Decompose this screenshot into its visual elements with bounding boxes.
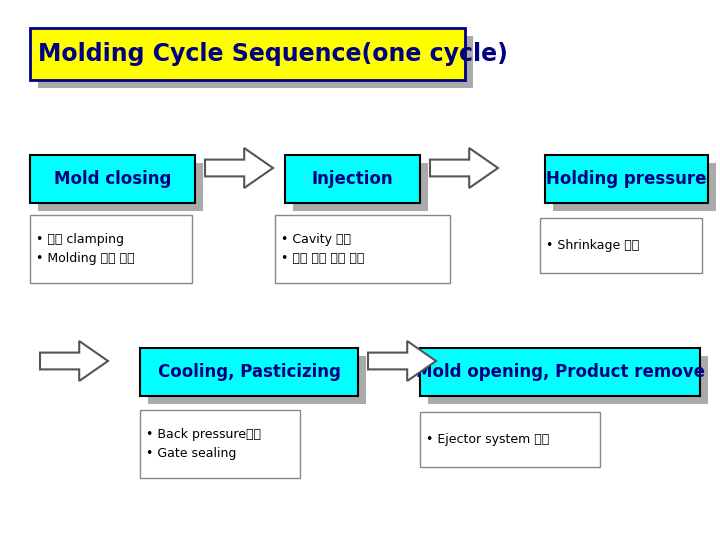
Text: • Cavity 충진
• 보압 전환 위치 설정: • Cavity 충진 • 보압 전환 위치 설정 <box>281 233 364 265</box>
Text: Holding pressure: Holding pressure <box>546 170 707 188</box>
FancyBboxPatch shape <box>428 356 708 404</box>
Text: • Ejector system 작동: • Ejector system 작동 <box>426 433 549 446</box>
FancyBboxPatch shape <box>38 36 473 88</box>
FancyBboxPatch shape <box>30 215 192 283</box>
Text: Molding Cycle Sequence(one cycle): Molding Cycle Sequence(one cycle) <box>38 42 508 66</box>
FancyBboxPatch shape <box>38 163 203 211</box>
FancyBboxPatch shape <box>148 356 366 404</box>
FancyBboxPatch shape <box>140 410 300 478</box>
Text: • 금형 clamping
• Molding 조건 확립: • 금형 clamping • Molding 조건 확립 <box>36 233 135 265</box>
FancyBboxPatch shape <box>140 348 358 396</box>
Text: Injection: Injection <box>312 170 393 188</box>
FancyBboxPatch shape <box>420 412 600 467</box>
FancyBboxPatch shape <box>540 218 702 273</box>
FancyBboxPatch shape <box>285 155 420 203</box>
Polygon shape <box>205 148 273 188</box>
FancyBboxPatch shape <box>553 163 716 211</box>
Polygon shape <box>430 148 498 188</box>
Polygon shape <box>40 341 108 381</box>
Polygon shape <box>368 341 436 381</box>
Text: Cooling, Pasticizing: Cooling, Pasticizing <box>158 363 341 381</box>
FancyBboxPatch shape <box>30 155 195 203</box>
FancyBboxPatch shape <box>30 28 465 80</box>
FancyBboxPatch shape <box>420 348 700 396</box>
FancyBboxPatch shape <box>545 155 708 203</box>
Text: • Back pressure작동
• Gate sealing: • Back pressure작동 • Gate sealing <box>146 428 261 460</box>
Text: Mold opening, Product remove: Mold opening, Product remove <box>415 363 704 381</box>
Text: Mold closing: Mold closing <box>54 170 171 188</box>
FancyBboxPatch shape <box>293 163 428 211</box>
FancyBboxPatch shape <box>275 215 450 283</box>
Text: • Shrinkage 보완: • Shrinkage 보완 <box>546 239 639 252</box>
